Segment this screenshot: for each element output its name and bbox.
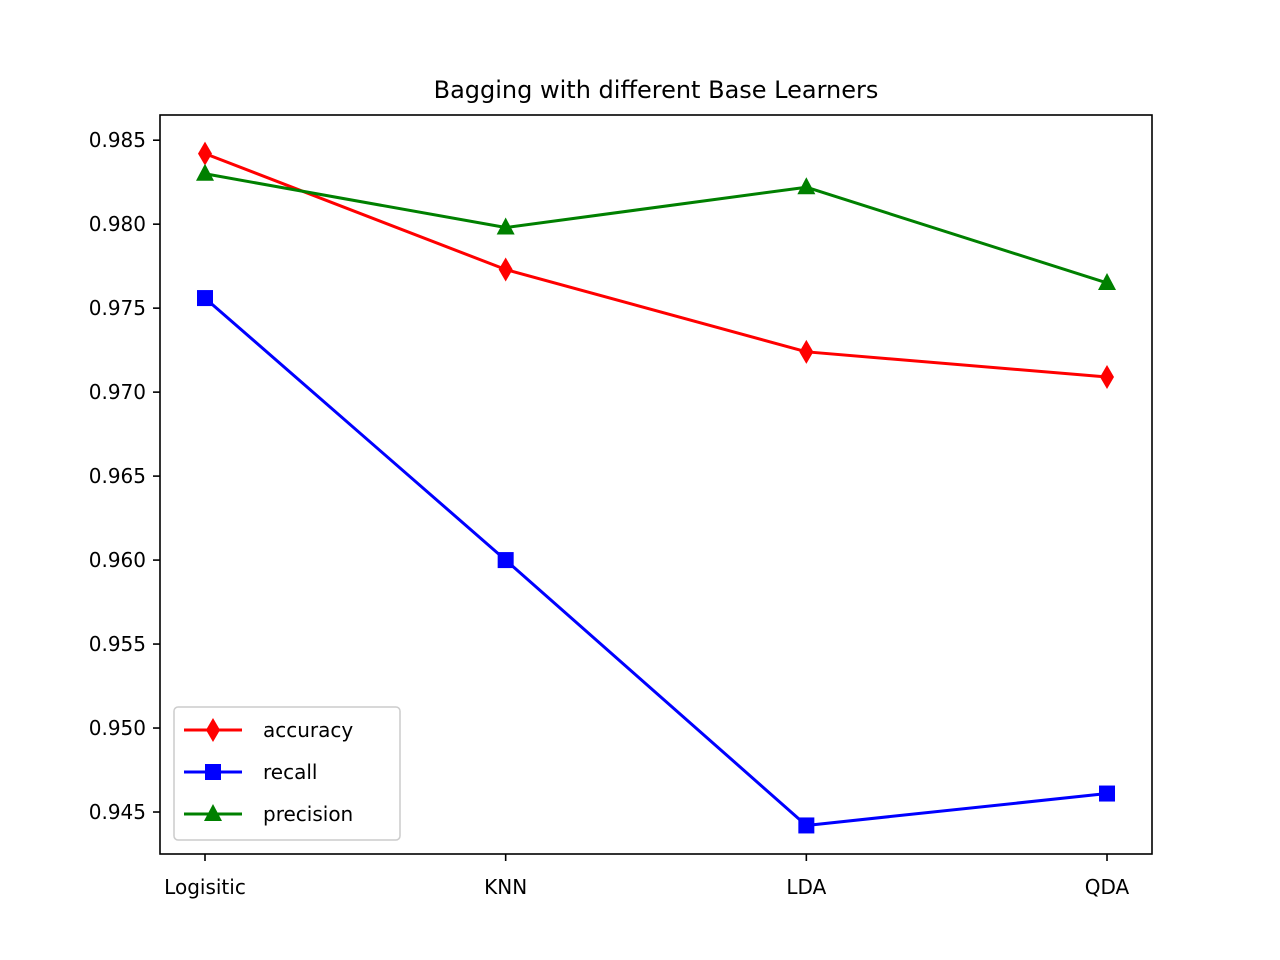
y-tick-label: 0.950 [89, 716, 146, 740]
legend: accuracy recall precision [173, 706, 401, 841]
data-point-accuracy [799, 339, 814, 364]
data-point-accuracy [198, 141, 212, 166]
series-line-precision [204, 172, 1108, 285]
data-point-precision [196, 163, 214, 181]
data-point-accuracy [1100, 365, 1115, 390]
data-point-recall [197, 290, 213, 307]
y-tick-label: 0.980 [89, 212, 146, 236]
legend-item-accuracy: accuracy [184, 718, 353, 742]
legend-item-recall: recall [184, 760, 317, 784]
plot-area [196, 141, 1117, 834]
data-point-precision [1098, 272, 1117, 290]
data-point-precision [797, 177, 816, 195]
x-tick-label: KNN [484, 875, 527, 899]
y-tick-label: 0.960 [89, 548, 146, 572]
y-tick-label: 0.955 [89, 632, 146, 656]
y-tick-label: 0.970 [89, 380, 146, 404]
series-precision [196, 163, 1117, 290]
legend-item-precision: precision [184, 802, 353, 826]
axes-frame [159, 114, 1153, 855]
series-recall [197, 290, 1116, 834]
series-line-recall [204, 296, 1108, 827]
data-point-precision [496, 217, 515, 235]
x-tick-label: Logisitic [164, 875, 246, 899]
series-line-accuracy [204, 152, 1108, 379]
data-point-recall [798, 817, 815, 834]
legend-marker [204, 804, 222, 821]
series-accuracy [198, 141, 1115, 390]
axes: 0.945 0.950 0.955 0.960 0.965 0.970 0.975 0.980… [89, 114, 1153, 899]
x-tick-label: LDA [786, 875, 826, 899]
legend-box [173, 706, 401, 841]
legend-label: precision [263, 802, 353, 826]
y-tick-label: 0.975 [89, 296, 146, 320]
chart-title: Bagging with different Base Learners [434, 76, 879, 104]
legend-marker [205, 764, 221, 780]
x-tick-label: QDA [1085, 875, 1130, 899]
legend-marker [206, 718, 220, 742]
legend-label: recall [263, 760, 317, 784]
data-point-recall [497, 552, 514, 569]
y-tick-label: 0.965 [89, 464, 146, 488]
y-tick-label: 0.985 [89, 128, 146, 152]
legend-label: accuracy [263, 718, 353, 742]
data-point-recall [1099, 785, 1116, 802]
data-point-accuracy [498, 257, 513, 282]
y-tick-label: 0.945 [89, 800, 146, 824]
